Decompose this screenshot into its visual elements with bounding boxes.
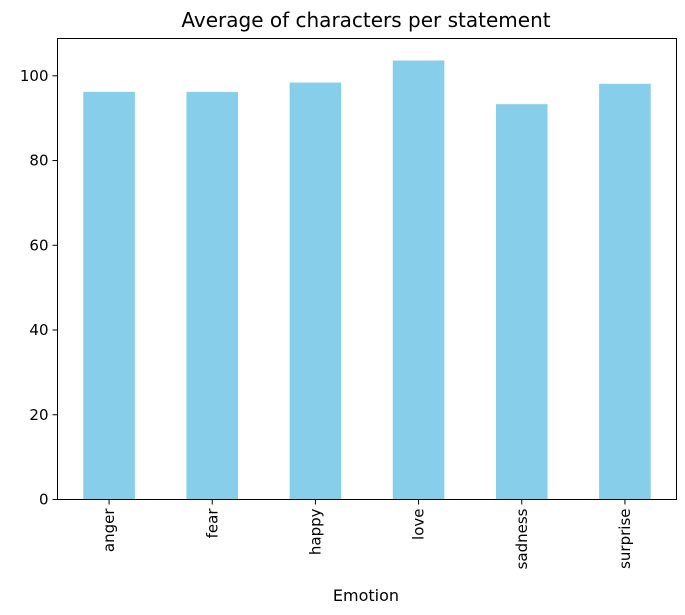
bars-group: [83, 60, 651, 500]
x-tick-label-love: love: [410, 509, 428, 540]
x-tick-label-happy: happy: [306, 508, 324, 555]
bar-love: [392, 60, 445, 500]
x-tick-label-fear: fear: [203, 508, 221, 539]
y-tick-label-80: 80: [29, 152, 48, 170]
x-tick-label-surprise: surprise: [616, 509, 634, 569]
y-tick-label-100: 100: [20, 67, 49, 85]
bar-fear: [186, 91, 239, 500]
bar-happy: [289, 82, 342, 500]
x-axis: anger fear happy love sadness surprise: [100, 499, 634, 569]
y-tick-label-60: 60: [29, 236, 48, 254]
bar-anger: [83, 91, 135, 500]
chart-title: Average of characters per statement: [181, 8, 550, 32]
y-tick-label-20: 20: [29, 406, 48, 424]
plot-area-frame: [57, 38, 677, 500]
bar-surprise: [599, 83, 651, 500]
y-axis: 0 20 40 60 80 100: [20, 67, 58, 509]
y-tick-label-40: 40: [29, 321, 48, 339]
x-axis-label: Emotion: [333, 586, 399, 605]
x-tick-label-sadness: sadness: [513, 508, 531, 569]
bar-sadness: [495, 104, 548, 500]
y-tick-label-0: 0: [39, 491, 49, 509]
x-tick-label-anger: anger: [100, 508, 118, 552]
